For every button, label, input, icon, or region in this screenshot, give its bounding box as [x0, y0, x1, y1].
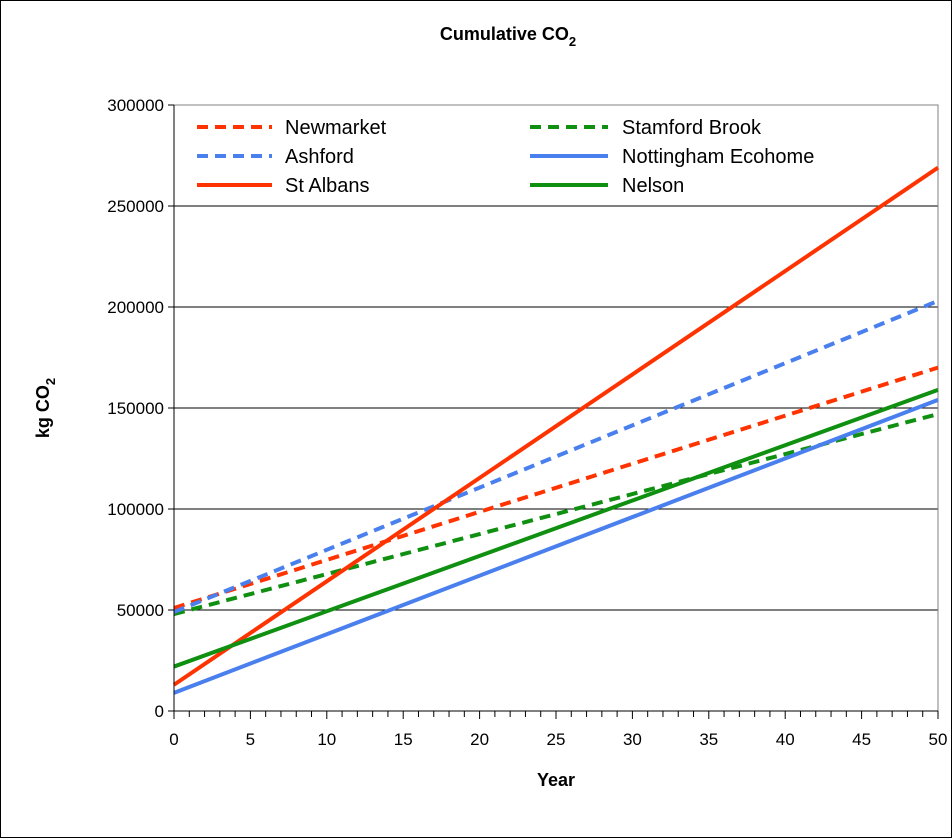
series-line-newmarket	[173, 365, 939, 610]
y-tick-label: 150000	[107, 399, 164, 418]
y-axis-title: kg CO2	[33, 378, 58, 438]
legend-label: Nottingham Ecohome	[622, 146, 814, 168]
x-tick-label: 40	[776, 730, 795, 749]
series-line-nottingham-ecohome	[173, 398, 939, 695]
legend: Newmarket Stamford Brook Ashford Nottingham…	[197, 117, 814, 197]
legend-label: Newmarket	[285, 117, 387, 139]
x-tick-label: 50	[929, 730, 948, 749]
legend-label: Nelson	[622, 175, 684, 197]
legend-label: Ashford	[285, 146, 354, 168]
y-tick-label: 300000	[107, 96, 164, 115]
x-tick-label: 0	[169, 730, 178, 749]
series-line-ashford	[173, 299, 939, 614]
x-tick-label: 45	[852, 730, 871, 749]
axes: 0 50000 100000 150000 200000 250000 300000 0 5 10…	[107, 96, 947, 749]
series-line-nelson	[173, 387, 939, 669]
legend-label: Stamford Brook	[622, 117, 762, 139]
x-tick-label: 20	[470, 730, 489, 749]
x-tick-label: 35	[699, 730, 718, 749]
x-tick-label: 10	[317, 730, 336, 749]
chart-title: Cumulative CO2	[440, 24, 576, 49]
series-line-st-albans	[172, 165, 940, 687]
y-tick-label: 200000	[107, 298, 164, 317]
y-tick-label: 0	[155, 702, 164, 721]
x-tick-label: 25	[547, 730, 566, 749]
y-tick-label: 100000	[107, 500, 164, 519]
series-lines	[172, 165, 940, 695]
legend-label: St Albans	[285, 175, 370, 197]
y-tick-label: 50000	[117, 601, 164, 620]
x-tick-label: 15	[394, 730, 413, 749]
y-tick-label: 250000	[107, 197, 164, 216]
x-tick-label: 5	[246, 730, 255, 749]
x-axis-title: Year	[537, 770, 575, 790]
x-tick-label: 30	[623, 730, 642, 749]
